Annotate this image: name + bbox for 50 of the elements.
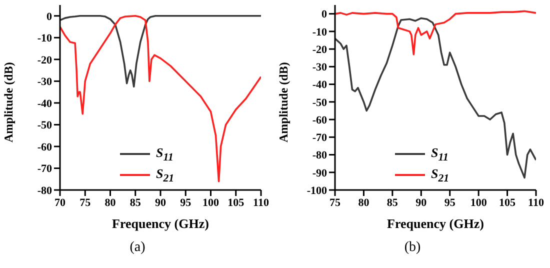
text: (a) xyxy=(128,240,146,256)
y-axis-title: Amplitude (dB) xyxy=(1,62,16,142)
x-tick-label: 80 xyxy=(358,196,370,209)
legend-label: S$_{21}$ xyxy=(156,166,174,184)
text: (b) xyxy=(403,240,422,256)
x-tick-label: 110 xyxy=(253,196,270,209)
y-tick-label: -80 xyxy=(312,150,328,162)
line-series xyxy=(335,10,536,56)
y-tick-label: -30 xyxy=(312,62,328,74)
y-tick-label: -50 xyxy=(312,96,328,109)
y-tick-label: -50 xyxy=(37,120,52,132)
y-tick-label: -40 xyxy=(37,98,52,110)
x-tick-label: 100 xyxy=(470,196,488,209)
x-tick-label: 75 xyxy=(330,196,341,209)
y-tick-label: -40 xyxy=(312,79,328,92)
x-axis-title: Frequency (GHz) xyxy=(387,216,484,231)
x-tick-label: 70 xyxy=(54,196,66,209)
legend-label: S$_{11}$ xyxy=(156,145,174,164)
legend-label: S$_{21}$ xyxy=(431,166,450,184)
legend-label: S$_{11}$ xyxy=(431,145,448,164)
y-tick-label: -80 xyxy=(37,184,52,197)
line-series xyxy=(60,14,261,182)
y-tick-label: -60 xyxy=(37,141,52,154)
x-tick-label: 90 xyxy=(416,196,428,209)
line-series xyxy=(60,14,261,88)
x-tick-label: 85 xyxy=(386,196,398,209)
y-axis-title: Amplitude (dB) xyxy=(276,62,290,142)
x-tick-label: 90 xyxy=(155,196,166,209)
y-tick-label: -70 xyxy=(312,132,328,144)
x-tick-label: 95 xyxy=(444,196,456,209)
y-tick-label: -90 xyxy=(312,167,328,180)
y-tick-label: 0 xyxy=(46,10,52,23)
x-axis-title: Frequency (GHz) xyxy=(112,216,209,231)
y-tick-label: -70 xyxy=(37,163,52,176)
x-tick-label: 75 xyxy=(80,196,92,209)
x-tick-label: 100 xyxy=(202,196,220,209)
y-tick-label: -20 xyxy=(37,54,52,66)
y-tick-label: -10 xyxy=(37,32,52,45)
x-tick-label: 95 xyxy=(180,196,192,209)
x-tick-label: 85 xyxy=(130,196,142,209)
x-tick-label: 105 xyxy=(228,196,245,209)
y-tick-label: -30 xyxy=(37,76,52,88)
x-tick-label: 105 xyxy=(499,196,516,209)
y-tick-label: -60 xyxy=(312,114,328,126)
y-tick-label: -100 xyxy=(306,184,328,197)
y-tick-label: -10 xyxy=(312,26,328,38)
x-tick-label: 80 xyxy=(104,196,116,209)
y-tick-label: 0 xyxy=(322,8,328,21)
x-tick-label: 110 xyxy=(528,196,544,209)
y-tick-label: -20 xyxy=(312,44,328,56)
